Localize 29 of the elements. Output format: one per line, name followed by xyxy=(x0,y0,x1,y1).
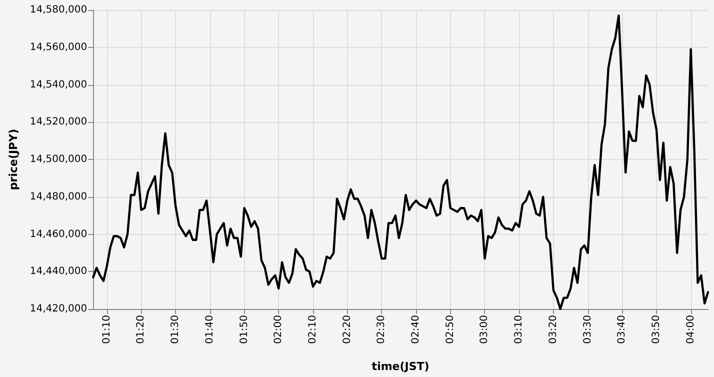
y-tick-label: 14,540,000 xyxy=(30,79,88,90)
y-axis-title: price(JPY) xyxy=(7,128,20,190)
x-tick-label: 02:40 xyxy=(410,315,422,344)
x-tick-label: 03:00 xyxy=(479,315,490,344)
x-tick-label: 01:30 xyxy=(170,315,182,344)
x-tick-label: 03:10 xyxy=(514,315,525,344)
x-tick-label: 02:50 xyxy=(444,315,456,344)
x-axis-title: time(JST) xyxy=(372,360,430,373)
y-tick-label: 14,580,000 xyxy=(30,4,88,16)
x-tick-label: 03:20 xyxy=(548,315,559,344)
x-tick-label: 02:00 xyxy=(273,315,284,344)
y-tick-label: 14,560,000 xyxy=(30,42,88,53)
y-tick-label: 14,500,000 xyxy=(30,154,88,165)
y-tick-label: 14,420,000 xyxy=(30,304,88,314)
x-tick-label: 01:40 xyxy=(204,315,216,344)
x-tick-label: 03:30 xyxy=(582,315,594,344)
x-tick-label: 03:50 xyxy=(650,315,662,344)
x-tick-label: 03:40 xyxy=(616,315,628,344)
x-tick-label: 01:50 xyxy=(238,315,250,344)
x-tick-label: 02:20 xyxy=(342,315,353,344)
y-tick-label: 14,520,000 xyxy=(30,116,88,128)
y-tick-label: 14,460,000 xyxy=(30,228,88,240)
x-tick-label: 02:10 xyxy=(308,315,318,344)
x-tick-label: 02:30 xyxy=(376,315,388,344)
x-tick-label: 01:10 xyxy=(101,315,112,344)
x-tick-label: 04:00 xyxy=(685,315,696,344)
y-tick-label: 14,480,000 xyxy=(30,191,88,202)
y-tick-label: 14,440,000 xyxy=(30,266,88,278)
x-tick-label: 01:20 xyxy=(136,315,147,344)
